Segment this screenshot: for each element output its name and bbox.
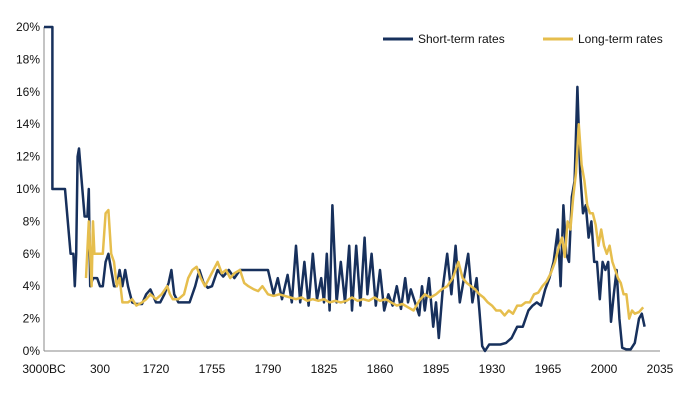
x-tick-label: 1930 (479, 362, 506, 376)
y-tick-label: 14% (16, 117, 40, 131)
y-tick-label: 2% (23, 312, 41, 326)
x-tick-label: 2000 (591, 362, 618, 376)
x-tick-label: 1860 (367, 362, 394, 376)
legend-label-long-term: Long-term rates (578, 32, 663, 46)
short-term-rates-line (44, 25, 646, 353)
y-tick-label: 12% (16, 150, 40, 164)
y-tick-label: 18% (16, 52, 40, 66)
y-tick-label: 6% (23, 247, 41, 261)
x-tick-label: 300 (90, 362, 110, 376)
y-tick-label: 4% (23, 279, 41, 293)
x-tick-label: 1965 (535, 362, 562, 376)
x-tick-label: 1755 (199, 362, 226, 376)
x-tick-label: 1895 (423, 362, 450, 376)
x-axis-tick-labels: 3000BC 300 1720 1755 1790 1825 1860 1895 1930 196… (22, 362, 673, 376)
legend-label-short-term: Short-term rates (418, 32, 505, 46)
y-tick-label: 10% (16, 182, 40, 196)
x-tick-label: 2035 (647, 362, 674, 376)
x-tick-label: 3000BC (22, 362, 66, 376)
long-term-rates-line (84, 122, 645, 320)
legend: Short-term rates Long-term rates (383, 32, 663, 46)
series-lines (44, 25, 646, 353)
y-axis-tick-labels: 0% 2% 4% 6% 8% 10% 12% 14% 16% 18% 20% (16, 20, 40, 358)
x-tick-label: 1825 (311, 362, 338, 376)
x-tick-label: 1790 (255, 362, 282, 376)
y-tick-label: 0% (23, 344, 41, 358)
y-tick-label: 16% (16, 85, 40, 99)
y-tick-label: 20% (16, 20, 40, 34)
y-tick-label: 8% (23, 214, 41, 228)
x-tick-label: 1720 (143, 362, 170, 376)
